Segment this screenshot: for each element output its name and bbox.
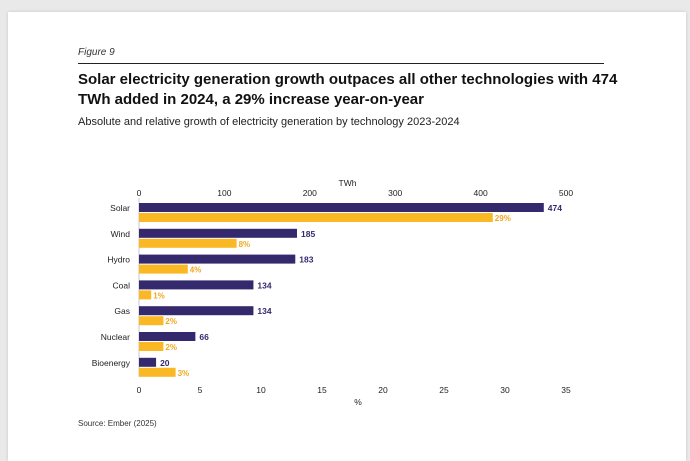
data-label-relative: 8%: [239, 240, 251, 249]
data-label-relative: 3%: [178, 369, 190, 378]
data-label-relative: 1%: [153, 291, 165, 300]
bar-absolute: [139, 228, 297, 238]
bar-relative: [139, 213, 493, 222]
figure-label: Figure 9: [78, 47, 115, 58]
top-tick-label: 200: [303, 188, 317, 198]
bar-relative: [139, 238, 237, 248]
data-label-relative: 29%: [495, 214, 511, 223]
data-label-absolute: 66: [199, 332, 209, 342]
bottom-axis-title: %: [354, 397, 362, 407]
category-label: Nuclear: [101, 332, 130, 342]
bar-absolute: [139, 203, 544, 212]
bar-absolute: [139, 280, 254, 290]
bar-relative: [139, 367, 176, 377]
bottom-tick-label: 25: [439, 385, 449, 395]
top-tick-label: 400: [474, 188, 488, 198]
category-label: Wind: [111, 229, 131, 239]
top-tick-label: 0: [137, 188, 142, 198]
data-label-absolute: 474: [548, 203, 562, 213]
bar-absolute: [139, 332, 196, 341]
bar-relative: [139, 342, 164, 351]
top-axis-title: TWh: [339, 178, 357, 188]
bar-relative: [139, 264, 188, 274]
data-label-absolute: 134: [257, 306, 271, 316]
bottom-tick-label: 30: [500, 385, 510, 395]
chart-subtitle: Absolute and relative growth of electric…: [78, 116, 460, 128]
data-label-relative: 2%: [165, 343, 177, 352]
data-label-absolute: 185: [301, 229, 315, 239]
bottom-tick-label: 15: [317, 385, 327, 395]
category-label: Hydro: [107, 255, 130, 265]
data-label-absolute: 183: [299, 255, 313, 265]
title-divider: [78, 63, 604, 64]
category-label: Solar: [110, 203, 130, 213]
bar-relative: [139, 316, 164, 326]
data-label-absolute: 20: [160, 358, 170, 368]
bar-relative: [139, 290, 152, 300]
bar-absolute: [139, 306, 254, 316]
category-label: Gas: [114, 306, 130, 316]
bottom-tick-label: 35: [561, 385, 571, 395]
top-tick-label: 500: [559, 188, 573, 198]
source-note: Source: Ember (2025): [78, 419, 157, 428]
bar-absolute: [139, 357, 157, 367]
data-label-relative: 4%: [190, 266, 202, 275]
chart-title: Solar electricity generation growth outp…: [78, 71, 618, 108]
data-label-relative: 2%: [165, 317, 177, 326]
bottom-tick-label: 5: [198, 385, 203, 395]
bottom-tick-label: 20: [378, 385, 388, 395]
bottom-tick-label: 10: [256, 385, 266, 395]
category-label: Bioenergy: [92, 358, 131, 368]
figure-card: [8, 12, 686, 461]
bar-absolute: [139, 254, 296, 264]
category-label: Coal: [113, 280, 131, 290]
bottom-tick-label: 0: [137, 385, 142, 395]
top-tick-label: 300: [388, 188, 402, 198]
top-tick-label: 100: [217, 188, 231, 198]
data-label-absolute: 134: [257, 280, 271, 290]
